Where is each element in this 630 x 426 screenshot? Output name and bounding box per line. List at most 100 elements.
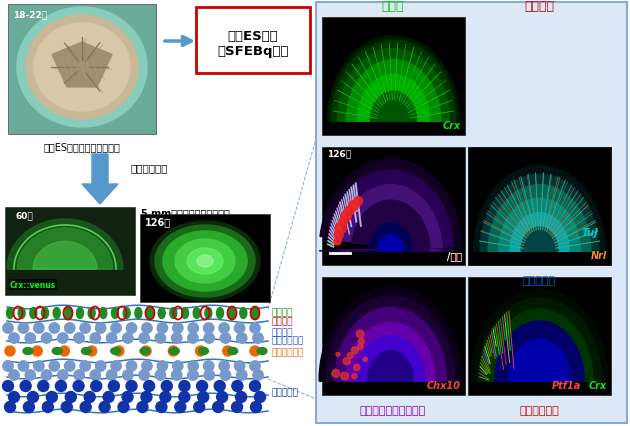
Circle shape bbox=[250, 346, 260, 356]
Circle shape bbox=[236, 391, 246, 403]
Circle shape bbox=[343, 358, 350, 365]
Circle shape bbox=[141, 346, 151, 356]
Circle shape bbox=[28, 391, 38, 403]
Circle shape bbox=[20, 380, 31, 391]
Circle shape bbox=[173, 323, 183, 334]
Circle shape bbox=[95, 323, 106, 334]
Circle shape bbox=[232, 380, 243, 391]
Circle shape bbox=[352, 347, 358, 354]
Circle shape bbox=[217, 391, 227, 403]
FancyBboxPatch shape bbox=[322, 277, 465, 395]
FancyBboxPatch shape bbox=[322, 148, 465, 265]
Circle shape bbox=[175, 402, 186, 412]
Polygon shape bbox=[331, 41, 456, 121]
FancyBboxPatch shape bbox=[8, 5, 156, 135]
Ellipse shape bbox=[193, 308, 200, 319]
Circle shape bbox=[3, 380, 13, 391]
Circle shape bbox=[358, 339, 364, 345]
Circle shape bbox=[251, 402, 261, 412]
Circle shape bbox=[188, 361, 198, 371]
Text: 5 mm大の網膜組織に成長！: 5 mm大の網膜組織に成長！ bbox=[140, 207, 229, 218]
Ellipse shape bbox=[228, 348, 238, 355]
Circle shape bbox=[99, 402, 110, 412]
Circle shape bbox=[197, 380, 207, 391]
Polygon shape bbox=[326, 296, 455, 381]
Ellipse shape bbox=[18, 308, 25, 319]
Circle shape bbox=[204, 370, 214, 380]
Text: Crx: Crx bbox=[589, 380, 607, 390]
Circle shape bbox=[220, 370, 231, 380]
Circle shape bbox=[61, 402, 72, 412]
Circle shape bbox=[33, 323, 44, 334]
Circle shape bbox=[33, 361, 44, 371]
Circle shape bbox=[198, 391, 209, 403]
Circle shape bbox=[139, 333, 149, 343]
Polygon shape bbox=[478, 298, 601, 381]
FancyBboxPatch shape bbox=[140, 215, 270, 302]
Circle shape bbox=[108, 380, 119, 391]
Text: TuJ: TuJ bbox=[582, 227, 599, 237]
Polygon shape bbox=[474, 167, 605, 251]
Text: Chx10: Chx10 bbox=[427, 380, 461, 390]
Polygon shape bbox=[319, 287, 462, 381]
Text: 棹体細胞: 棹体細胞 bbox=[524, 0, 554, 13]
Ellipse shape bbox=[228, 308, 235, 319]
Text: 神経節細胞: 神経節細胞 bbox=[522, 275, 556, 285]
Circle shape bbox=[357, 330, 364, 338]
Polygon shape bbox=[488, 185, 591, 251]
Text: ヒトES細胞
（SFEBq法）: ヒトES細胞 （SFEBq法） bbox=[217, 30, 289, 58]
Circle shape bbox=[95, 361, 106, 371]
FancyBboxPatch shape bbox=[468, 277, 611, 395]
Ellipse shape bbox=[76, 308, 84, 319]
Circle shape bbox=[341, 211, 351, 222]
Circle shape bbox=[203, 323, 214, 334]
Ellipse shape bbox=[112, 308, 118, 319]
Circle shape bbox=[173, 361, 183, 371]
Polygon shape bbox=[517, 222, 563, 251]
Circle shape bbox=[42, 402, 54, 412]
Ellipse shape bbox=[53, 308, 60, 319]
Polygon shape bbox=[197, 256, 213, 268]
Polygon shape bbox=[346, 60, 441, 121]
Circle shape bbox=[234, 323, 245, 334]
Ellipse shape bbox=[240, 308, 247, 319]
Ellipse shape bbox=[181, 308, 188, 319]
Circle shape bbox=[5, 346, 15, 356]
Ellipse shape bbox=[198, 348, 209, 355]
Ellipse shape bbox=[147, 308, 154, 319]
Circle shape bbox=[345, 207, 354, 216]
Circle shape bbox=[194, 402, 205, 412]
FancyBboxPatch shape bbox=[468, 148, 611, 265]
Ellipse shape bbox=[169, 348, 180, 355]
Circle shape bbox=[137, 402, 148, 412]
Polygon shape bbox=[150, 222, 260, 301]
Circle shape bbox=[347, 353, 353, 359]
Polygon shape bbox=[471, 289, 608, 381]
Polygon shape bbox=[484, 179, 595, 251]
Circle shape bbox=[353, 197, 363, 206]
Circle shape bbox=[142, 323, 152, 334]
Ellipse shape bbox=[170, 308, 177, 319]
Polygon shape bbox=[508, 340, 570, 381]
Circle shape bbox=[213, 402, 224, 412]
Circle shape bbox=[87, 346, 96, 356]
Circle shape bbox=[123, 333, 133, 343]
Text: 介在神経細胞: 介在神経細胞 bbox=[271, 348, 303, 357]
Circle shape bbox=[157, 361, 168, 371]
Circle shape bbox=[348, 201, 358, 211]
Circle shape bbox=[23, 402, 35, 412]
Circle shape bbox=[57, 333, 68, 343]
Text: 前駆細胞: 前駆細胞 bbox=[271, 328, 292, 337]
Text: 介在神経細胞: 介在神経細胞 bbox=[519, 405, 559, 415]
Circle shape bbox=[25, 333, 35, 343]
Circle shape bbox=[219, 323, 229, 334]
Circle shape bbox=[358, 344, 363, 350]
Circle shape bbox=[139, 370, 149, 380]
Ellipse shape bbox=[6, 308, 13, 319]
Circle shape bbox=[111, 323, 121, 334]
Polygon shape bbox=[480, 175, 598, 251]
Text: 神経節細胞: 神経節細胞 bbox=[271, 388, 298, 397]
Circle shape bbox=[80, 361, 90, 371]
Circle shape bbox=[126, 361, 137, 371]
Circle shape bbox=[179, 391, 190, 403]
